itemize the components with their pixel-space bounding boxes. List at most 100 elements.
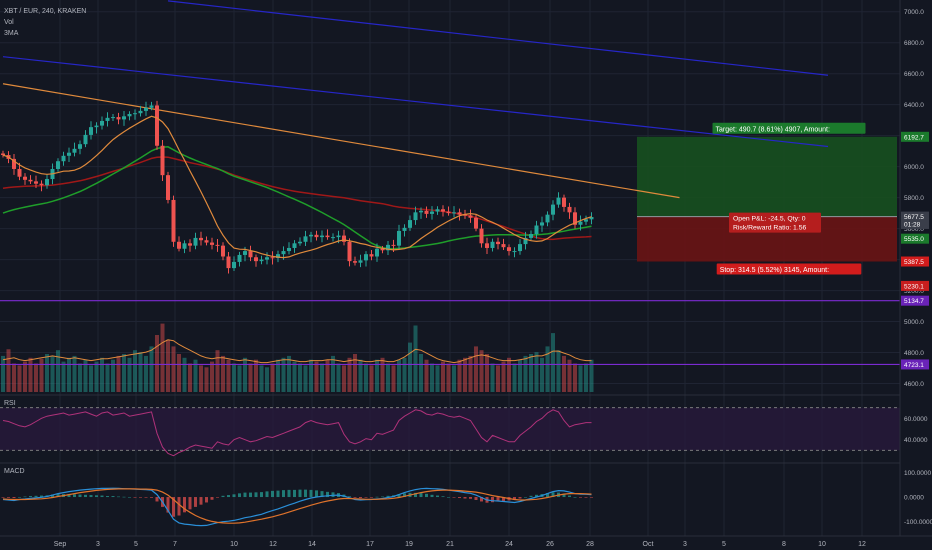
horizontal-lines[interactable] <box>0 300 900 366</box>
histogram-bar <box>441 496 445 498</box>
histogram-bar <box>436 495 439 498</box>
price-tag[interactable] <box>901 359 929 370</box>
rsi-legend[interactable]: RSI <box>4 400 16 407</box>
histogram-bar <box>584 497 588 498</box>
rsi-pane[interactable]: RSI <box>0 400 900 457</box>
volume-bar <box>358 359 363 392</box>
time-tick-label: 14 <box>308 541 316 548</box>
histogram-bar <box>23 496 27 498</box>
volume-bar <box>578 365 583 392</box>
price-tag[interactable] <box>901 233 929 244</box>
price-axis[interactable] <box>900 0 932 536</box>
candle-body <box>320 235 324 238</box>
histogram-bar <box>172 497 175 517</box>
volume-bar <box>512 363 517 392</box>
volume-bar <box>287 355 291 392</box>
volume-ma-line <box>2 339 592 364</box>
candle-body <box>298 241 302 244</box>
histogram-bar <box>249 492 252 498</box>
stop-label-box <box>716 263 862 275</box>
price-pane[interactable]: Target: 490.7 (8.61%) 4907, Amount: Stop:… <box>0 0 900 392</box>
volume-bar <box>380 357 385 392</box>
price-tags[interactable]: 6192.7 5677.501:28 5535.0 5387.5 5230.1 5134.… <box>901 131 929 370</box>
volume-bar <box>496 365 500 392</box>
volume-bar <box>182 357 187 392</box>
macd-legend[interactable]: MACD <box>4 468 25 475</box>
volume-bar <box>133 350 137 392</box>
candle-body <box>232 261 236 269</box>
symbol-title[interactable]: XBT / EUR, 240, KRAKEN <box>4 8 86 15</box>
ma-legend[interactable]: 3MA <box>4 30 19 37</box>
candle-body <box>39 183 44 186</box>
volume-bar <box>507 357 511 392</box>
long-position-tool[interactable] <box>637 136 897 262</box>
candle-body <box>270 257 275 259</box>
volume-bar <box>237 365 242 392</box>
price-tag[interactable] <box>901 211 929 222</box>
price-tag[interactable] <box>901 295 929 306</box>
volume-bar <box>67 357 71 392</box>
price-tag[interactable] <box>901 131 929 142</box>
macd-pane[interactable]: MACD <box>1 468 594 527</box>
time-tick-label: 10 <box>230 541 238 548</box>
price-tick-label: 4800.0 <box>904 350 924 357</box>
volume-bar <box>342 365 346 392</box>
candle-body <box>457 212 462 215</box>
histogram-bar <box>40 495 43 498</box>
time-tick-label: 24 <box>505 541 513 548</box>
histogram-bar <box>513 497 516 500</box>
volume-bar <box>562 355 566 392</box>
histogram-bar <box>463 497 467 499</box>
histogram-bar <box>458 497 461 499</box>
histogram-bar <box>348 496 351 498</box>
time-axis[interactable] <box>0 536 932 550</box>
histogram-bar <box>232 494 236 498</box>
volume-bar <box>204 367 209 392</box>
volume-bar <box>364 363 368 392</box>
trend-line[interactable] <box>167 0 829 76</box>
candle-body <box>391 244 396 246</box>
time-tick-label: 26 <box>546 541 554 548</box>
histogram-bar <box>331 492 335 498</box>
candle-body <box>413 212 418 221</box>
candle-body <box>45 179 49 186</box>
histogram-bar <box>573 497 577 498</box>
candle-body <box>325 235 330 238</box>
volume-bar <box>149 346 154 392</box>
volume-bar <box>441 361 445 392</box>
histogram-bar <box>430 494 434 498</box>
volume-bar <box>424 359 429 392</box>
time-tick-label: 5 <box>722 541 726 548</box>
vol-legend[interactable]: Vol <box>4 19 14 26</box>
trend-line[interactable] <box>2 56 829 148</box>
volume-bar <box>589 359 594 392</box>
volume-bar <box>490 363 495 392</box>
price-tag-label: 5387.5 <box>904 259 924 266</box>
price-tick-label: 4600.0 <box>904 381 924 388</box>
candle-body <box>435 209 440 212</box>
histogram-bar <box>315 490 318 498</box>
target-label: Target: 490.7 (8.61%) 4907, Amount: <box>716 126 830 133</box>
price-tag-label: 6192.7 <box>904 134 924 141</box>
rsi-tick-label: 40.0000 <box>904 437 928 444</box>
candle-body <box>496 241 500 245</box>
trend-line[interactable] <box>2 83 680 199</box>
candle-body <box>210 242 214 245</box>
price-tag[interactable] <box>901 218 929 229</box>
volume-bar <box>56 350 60 392</box>
trend-lines[interactable] <box>2 0 829 199</box>
target-zone[interactable] <box>637 136 897 217</box>
macd-tick-label: 0.0000 <box>904 495 924 502</box>
candle-body <box>276 254 280 259</box>
candle-body <box>386 244 390 251</box>
volume-bar <box>111 359 115 392</box>
histogram-bar <box>403 493 406 498</box>
candle-body <box>133 113 137 115</box>
price-tag[interactable] <box>901 280 929 291</box>
volume-bar <box>34 363 38 392</box>
volume-bar <box>226 359 231 392</box>
histogram-bar <box>359 497 362 499</box>
macd-tick-label: 100.0000 <box>904 470 931 477</box>
price-tag[interactable] <box>901 256 929 267</box>
